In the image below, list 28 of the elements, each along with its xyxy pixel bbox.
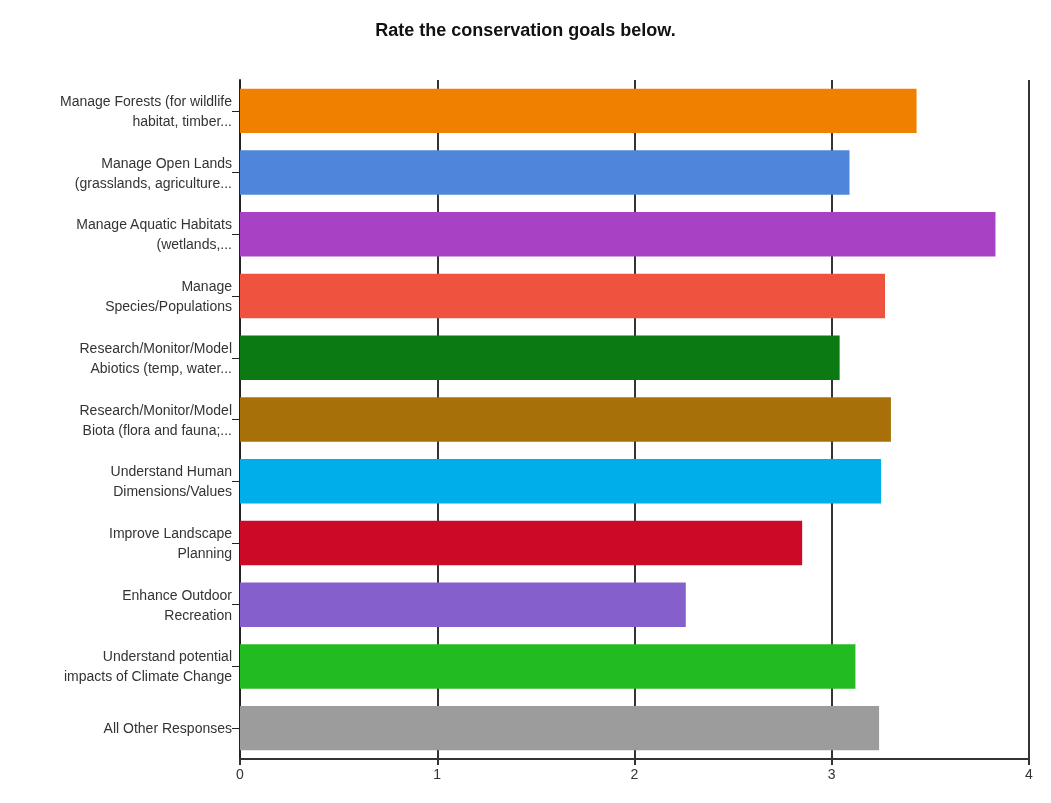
y-tick-label: Manage Open Lands (grasslands, agriculture... (74, 154, 232, 191)
x-tick-label: 4 (1025, 766, 1034, 782)
x-tick-label: 3 (827, 766, 836, 782)
bar (240, 705, 880, 751)
y-tick-label: Manage Aquatic Habitats (wetlands,... (76, 216, 232, 253)
y-tick-label: All Other Responses (103, 720, 232, 737)
y-tick-label: Research/Monitor/Model Biota (flora and fauna;... (79, 401, 232, 438)
bar (240, 644, 856, 689)
x-tick-label: 1 (433, 766, 442, 782)
y-tick-label: Understand Human Dimensions/Values (110, 463, 232, 500)
x-tick-label: 2 (630, 766, 639, 782)
bar (240, 397, 891, 442)
y-tick-label: Understand potential impacts of Climate Change (63, 648, 233, 685)
y-tick-label: Improve Landscape Planning (109, 524, 233, 561)
bar (240, 582, 686, 627)
bar (240, 88, 917, 134)
bar (240, 520, 803, 566)
bar (240, 335, 840, 380)
bar (240, 459, 882, 504)
bar (240, 150, 850, 195)
y-tick-label: Enhance Outdoor Recreation (122, 586, 233, 623)
chart-title: Rate the conservation goals below. (375, 20, 676, 40)
x-tick-label: 0 (236, 766, 245, 782)
bar (240, 273, 886, 319)
y-tick-label: Manage Species/Populations (105, 278, 233, 315)
y-tick-label: Research/Monitor/Model Abiotics (temp, water... (79, 339, 232, 376)
bar (240, 212, 996, 257)
y-tick-label: Manage Forests (for wildlife habitat, timber... (60, 92, 233, 129)
